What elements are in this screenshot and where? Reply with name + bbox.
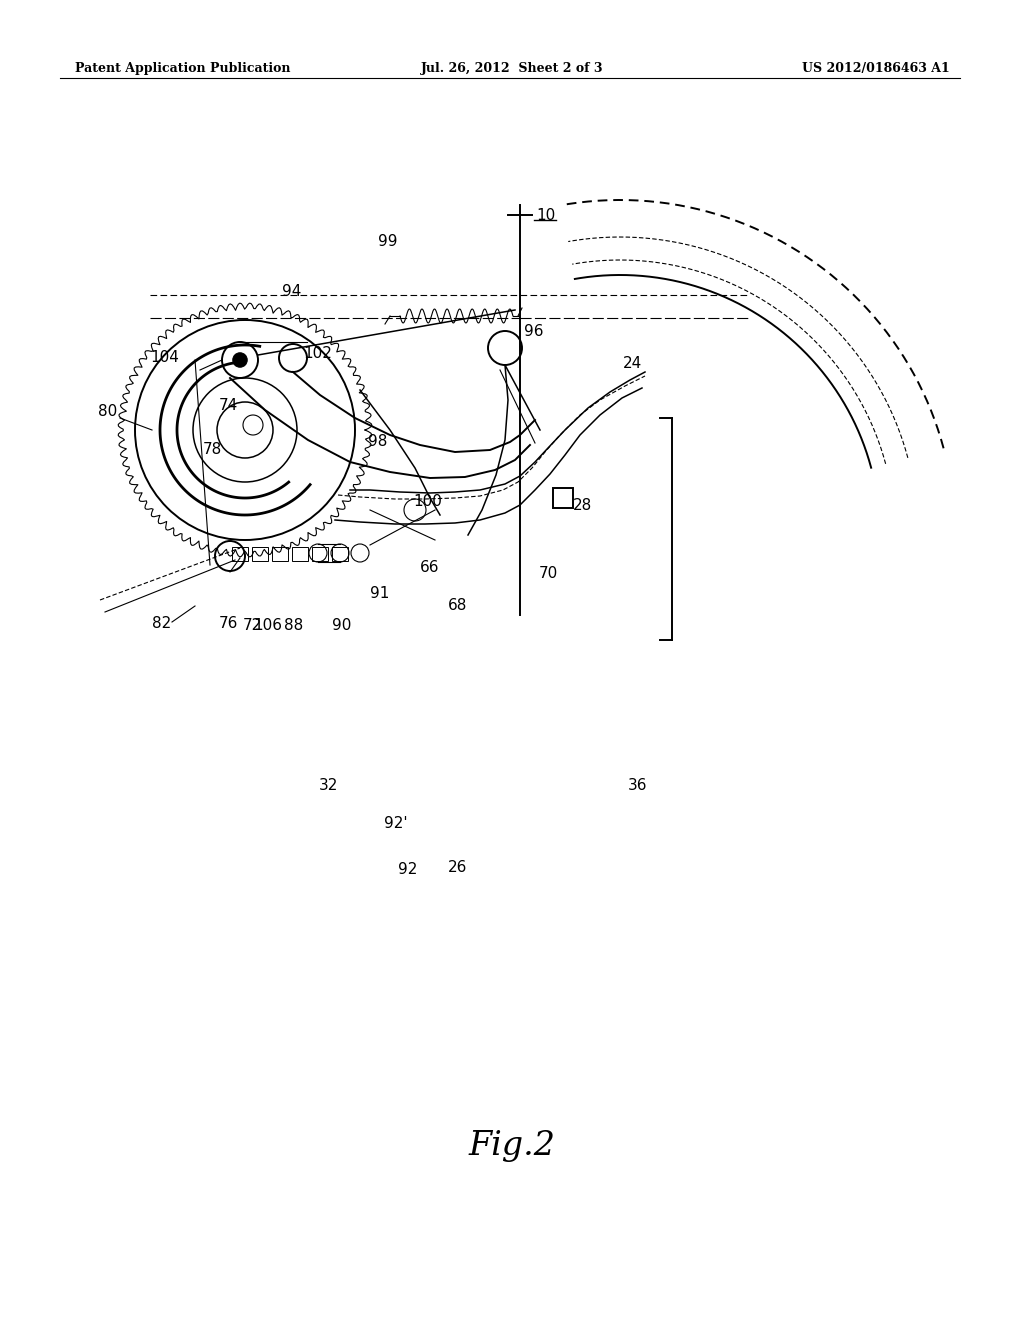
Bar xyxy=(553,488,573,508)
Text: 74: 74 xyxy=(218,397,238,412)
Text: 90: 90 xyxy=(333,619,351,634)
Bar xyxy=(252,546,268,561)
Text: 94: 94 xyxy=(283,285,302,300)
Text: 99: 99 xyxy=(378,235,397,249)
Circle shape xyxy=(232,352,247,367)
Bar xyxy=(272,546,288,561)
Text: 24: 24 xyxy=(623,356,642,371)
Bar xyxy=(292,546,308,561)
Text: 98: 98 xyxy=(369,434,388,450)
Text: 92': 92' xyxy=(384,817,408,832)
Text: 72: 72 xyxy=(243,619,261,634)
Bar xyxy=(332,546,348,561)
Text: 10: 10 xyxy=(536,209,555,223)
Text: 102: 102 xyxy=(303,346,333,362)
Text: 68: 68 xyxy=(449,598,468,614)
Text: Jul. 26, 2012  Sheet 2 of 3: Jul. 26, 2012 Sheet 2 of 3 xyxy=(421,62,603,75)
Text: 26: 26 xyxy=(449,861,468,875)
Bar xyxy=(312,546,328,561)
Text: 88: 88 xyxy=(285,619,304,634)
Text: 96: 96 xyxy=(524,325,544,339)
Text: 100: 100 xyxy=(414,495,442,510)
Text: 91: 91 xyxy=(371,586,390,602)
Bar xyxy=(232,546,248,561)
Text: 80: 80 xyxy=(98,404,118,420)
Text: 36: 36 xyxy=(629,779,648,793)
Text: 106: 106 xyxy=(254,619,283,634)
Text: 76: 76 xyxy=(218,616,238,631)
Text: 66: 66 xyxy=(420,561,439,576)
Text: Patent Application Publication: Patent Application Publication xyxy=(75,62,291,75)
Text: 32: 32 xyxy=(318,779,338,793)
Text: 92: 92 xyxy=(398,862,418,878)
Text: 70: 70 xyxy=(539,566,558,582)
Text: 82: 82 xyxy=(153,616,172,631)
Text: US 2012/0186463 A1: US 2012/0186463 A1 xyxy=(802,62,950,75)
Text: Fig.2: Fig.2 xyxy=(469,1130,555,1162)
Text: 104: 104 xyxy=(151,351,179,366)
Text: 28: 28 xyxy=(572,498,592,512)
Text: 78: 78 xyxy=(203,442,221,458)
